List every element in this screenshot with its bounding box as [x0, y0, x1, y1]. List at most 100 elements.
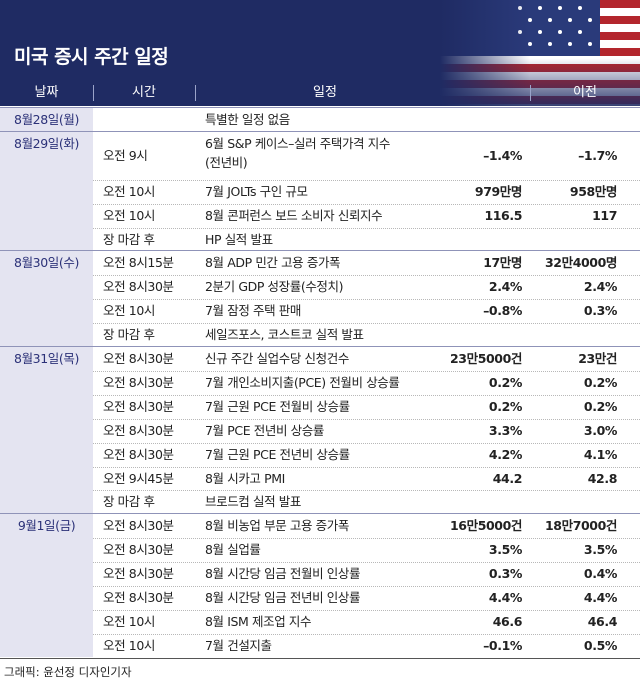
time-cell: 오전 10시	[103, 183, 155, 199]
previous-cell: 0.5%	[583, 637, 617, 653]
column-header: 시간	[132, 85, 156, 100]
previous-cell: 0.2%	[583, 398, 617, 414]
forecast-cell: 17만명	[483, 255, 522, 271]
time-cell: 오전 8시30분	[103, 374, 174, 390]
event-cell: 7월 잠정 주택 판매	[205, 303, 301, 319]
time-cell: 장 마감 후	[103, 231, 155, 247]
group-divider	[0, 130, 640, 132]
title: 미국 증시 주간 일정	[14, 46, 169, 68]
row-divider	[93, 227, 640, 229]
column-header: 일정	[313, 85, 337, 100]
row-divider	[93, 203, 640, 205]
time-cell: 오전 8시30분	[103, 351, 174, 366]
forecast-cell: –1.4%	[483, 147, 522, 163]
date-cell: 8월31일(목)	[0, 347, 93, 514]
forecast-cell: 3.3%	[488, 422, 522, 438]
event-cell: 신규 주간 실업수당 신청건수	[205, 351, 349, 366]
footer: 그래픽: 윤선정 디자인기자	[4, 665, 132, 679]
previous-cell: 2.4%	[583, 279, 617, 295]
previous-cell: 46.4	[587, 613, 618, 629]
event-cell: 2분기 GDP 성장률(수정치)	[205, 279, 344, 295]
forecast-cell: 4.4%	[488, 590, 522, 605]
time-cell: 오전 10시	[103, 303, 155, 319]
row-divider	[93, 490, 640, 492]
time-cell: 장 마감 후	[103, 494, 155, 510]
time-cell: 오전 8시30분	[103, 398, 174, 414]
date-cell: 8월29일(화)	[0, 131, 93, 251]
separator	[93, 85, 94, 101]
forecast-cell: 0.2%	[488, 398, 522, 414]
group-divider	[0, 107, 640, 108]
group-divider	[0, 346, 640, 347]
row-divider	[93, 179, 640, 181]
event-cell: 특별한 일정 없음	[205, 112, 290, 127]
row-divider	[93, 323, 640, 325]
previous-cell: 23만건	[578, 351, 617, 366]
forecast-cell: 44.2	[492, 470, 523, 486]
previous-cell: 958만명	[569, 183, 617, 199]
event-cell: 7월 개인소비지출(PCE) 전월비 상승률	[205, 374, 400, 390]
previous-cell: 18만7000건	[545, 518, 617, 534]
row-divider	[93, 299, 640, 301]
event-cell: (전년비)	[205, 155, 248, 171]
date-cell: 8월28일(월)	[0, 108, 93, 131]
row-divider	[93, 394, 640, 396]
previous-cell: 117	[592, 207, 617, 223]
event-cell: 8월 시간당 임금 전월비 인상률	[205, 566, 361, 582]
forecast-cell: 0.3%	[488, 566, 522, 582]
date-cell: 9월1일(금)	[0, 514, 93, 657]
time-cell: 오전 8시30분	[103, 279, 174, 295]
us-flag	[440, 0, 640, 106]
forecast-cell: 46.6	[492, 613, 523, 629]
column-header: 날짜	[34, 85, 59, 100]
row-divider	[93, 538, 640, 540]
forecast-cell: 2.4%	[488, 279, 522, 295]
time-cell: 오전 9시45분	[103, 470, 174, 486]
row-divider	[93, 370, 640, 372]
forecast-cell: 23만5000건	[450, 351, 522, 366]
time-cell: 오전 10시	[103, 613, 155, 629]
event-cell: 7월 근원 PCE 전월비 상승률	[205, 398, 350, 414]
row-divider	[93, 418, 640, 420]
previous-cell: 0.4%	[583, 566, 617, 582]
forecast-cell: –0.1%	[483, 637, 522, 653]
event-cell: 6월 S&P 케이스–실러 주택가격 지수	[205, 135, 390, 151]
time-cell: 오전 8시30분	[103, 590, 174, 605]
event-cell: 7월 건설지출	[205, 637, 272, 653]
forecast-cell: 16만5000건	[450, 518, 522, 534]
previous-cell: 3.5%	[583, 542, 617, 558]
date-cell: 8월30일(수)	[0, 251, 93, 346]
time-cell: 오전 10시	[103, 207, 155, 223]
time-cell: 오전 8시15분	[103, 255, 174, 271]
event-cell: 8월 ISM 제조업 지수	[205, 613, 312, 629]
event-cell: 7월 JOLTs 구인 규모	[205, 183, 308, 199]
event-cell: 세일즈포스, 코스트코 실적 발표	[205, 327, 364, 343]
previous-cell: 4.1%	[583, 446, 617, 462]
forecast-cell: 0.2%	[488, 374, 522, 390]
time-cell: 오전 8시30분	[103, 446, 174, 462]
row-divider	[93, 466, 640, 468]
banner: 미국 증시 주간 일정	[0, 0, 640, 106]
event-cell: 8월 실업률	[205, 542, 261, 558]
separator	[530, 85, 531, 101]
separator	[195, 85, 196, 101]
previous-cell: 3.0%	[583, 422, 617, 438]
row-divider	[93, 562, 640, 564]
previous-cell: 0.2%	[583, 374, 617, 390]
group-divider	[0, 513, 640, 515]
event-cell: 8월 콘퍼런스 보드 소비자 신뢰지수	[205, 207, 383, 223]
forecast-cell: –0.8%	[483, 303, 522, 319]
time-cell: 오전 8시30분	[103, 542, 174, 558]
previous-cell: 32만4000명	[545, 255, 617, 271]
time-cell: 오전 8시30분	[103, 518, 174, 534]
previous-cell: –1.7%	[578, 147, 617, 163]
forecast-cell: 3.5%	[488, 542, 522, 558]
previous-cell: 4.4%	[583, 590, 617, 605]
event-cell: HP 실적 발표	[205, 231, 273, 247]
row-divider	[93, 275, 640, 277]
previous-cell: 0.3%	[583, 303, 617, 319]
column-header: 이전	[573, 85, 597, 100]
event-cell: 8월 시카고 PMI	[205, 470, 285, 486]
event-cell: 8월 시간당 임금 전년비 인상률	[205, 590, 361, 605]
table-bottom	[0, 657, 640, 659]
